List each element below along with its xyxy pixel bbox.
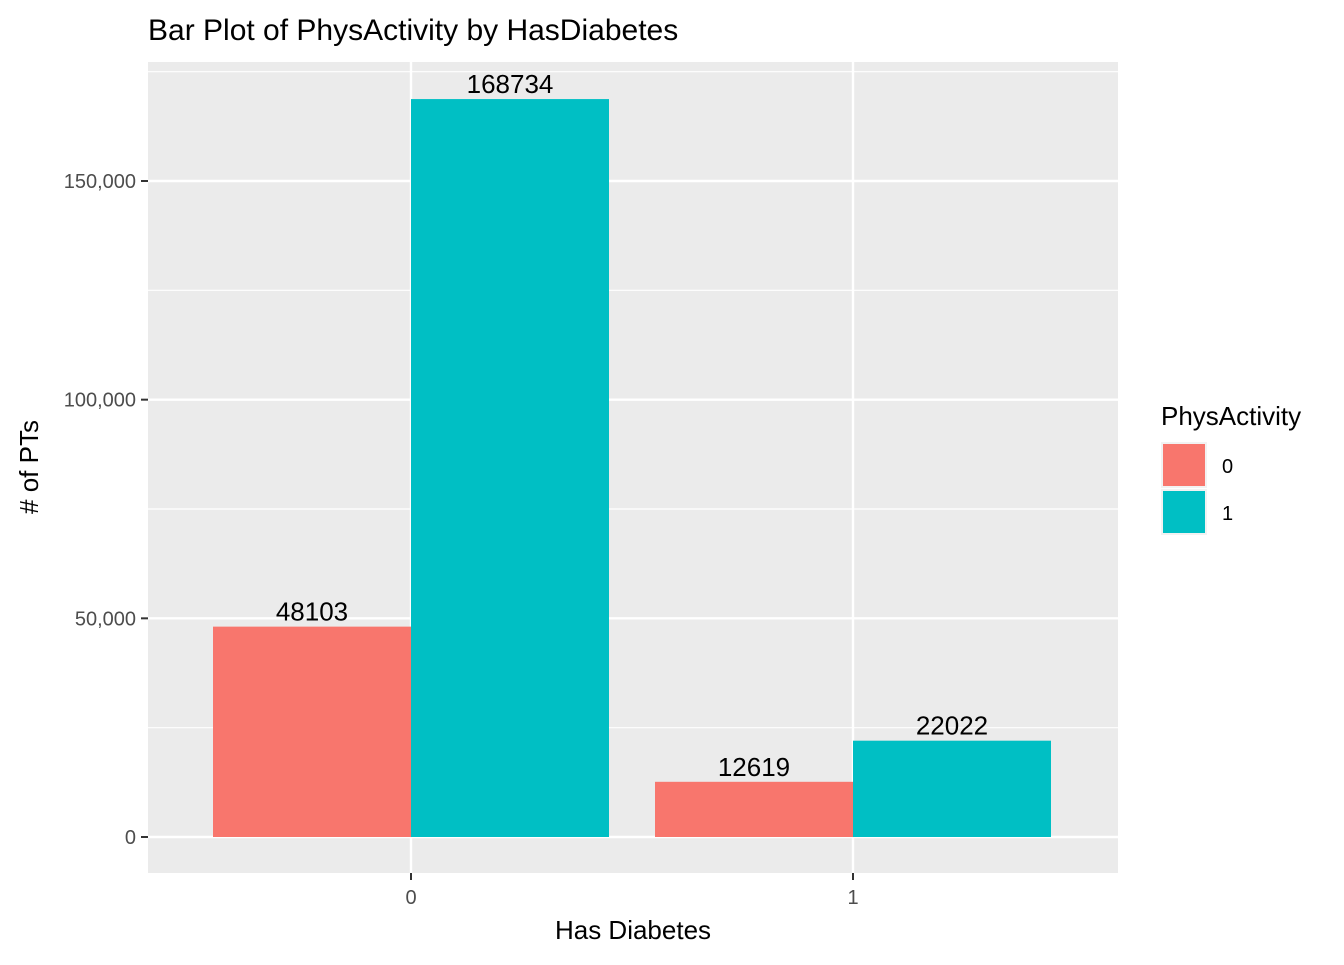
bar-value-label: 12619 [718, 752, 790, 782]
bar-value-label: 22022 [916, 711, 988, 741]
bar-value-label: 48103 [276, 597, 348, 627]
bar-value-label: 168734 [467, 69, 554, 99]
x-tick-label: 1 [847, 887, 858, 909]
bar [213, 626, 411, 837]
bar [411, 99, 609, 838]
legend-swatch [1163, 444, 1205, 486]
bars [213, 99, 1051, 838]
legend-label: 0 [1222, 456, 1233, 478]
y-tick-label: 50,000 [75, 608, 136, 630]
y-tick-label: 100,000 [64, 390, 136, 412]
y-axis-title: # of PTs [14, 420, 44, 514]
legend-title: PhysActivity [1161, 401, 1301, 431]
x-axis-title: Has Diabetes [555, 915, 711, 945]
bar-value-labels: 48103 12619 168734 22022 [276, 69, 988, 782]
legend-label: 1 [1222, 503, 1233, 525]
y-tick-label: 150,000 [64, 171, 136, 193]
legend-swatch [1163, 491, 1205, 533]
bar [655, 781, 853, 837]
legend: PhysActivity 0 1 [1161, 401, 1301, 535]
chart-title: Bar Plot of PhysActivity by HasDiabetes [148, 14, 678, 47]
bar [853, 740, 1051, 837]
x-tick-label: 0 [405, 887, 416, 909]
y-axis: 0 50,000 100,000 150,000 [64, 171, 148, 849]
y-tick-label: 0 [125, 827, 136, 849]
